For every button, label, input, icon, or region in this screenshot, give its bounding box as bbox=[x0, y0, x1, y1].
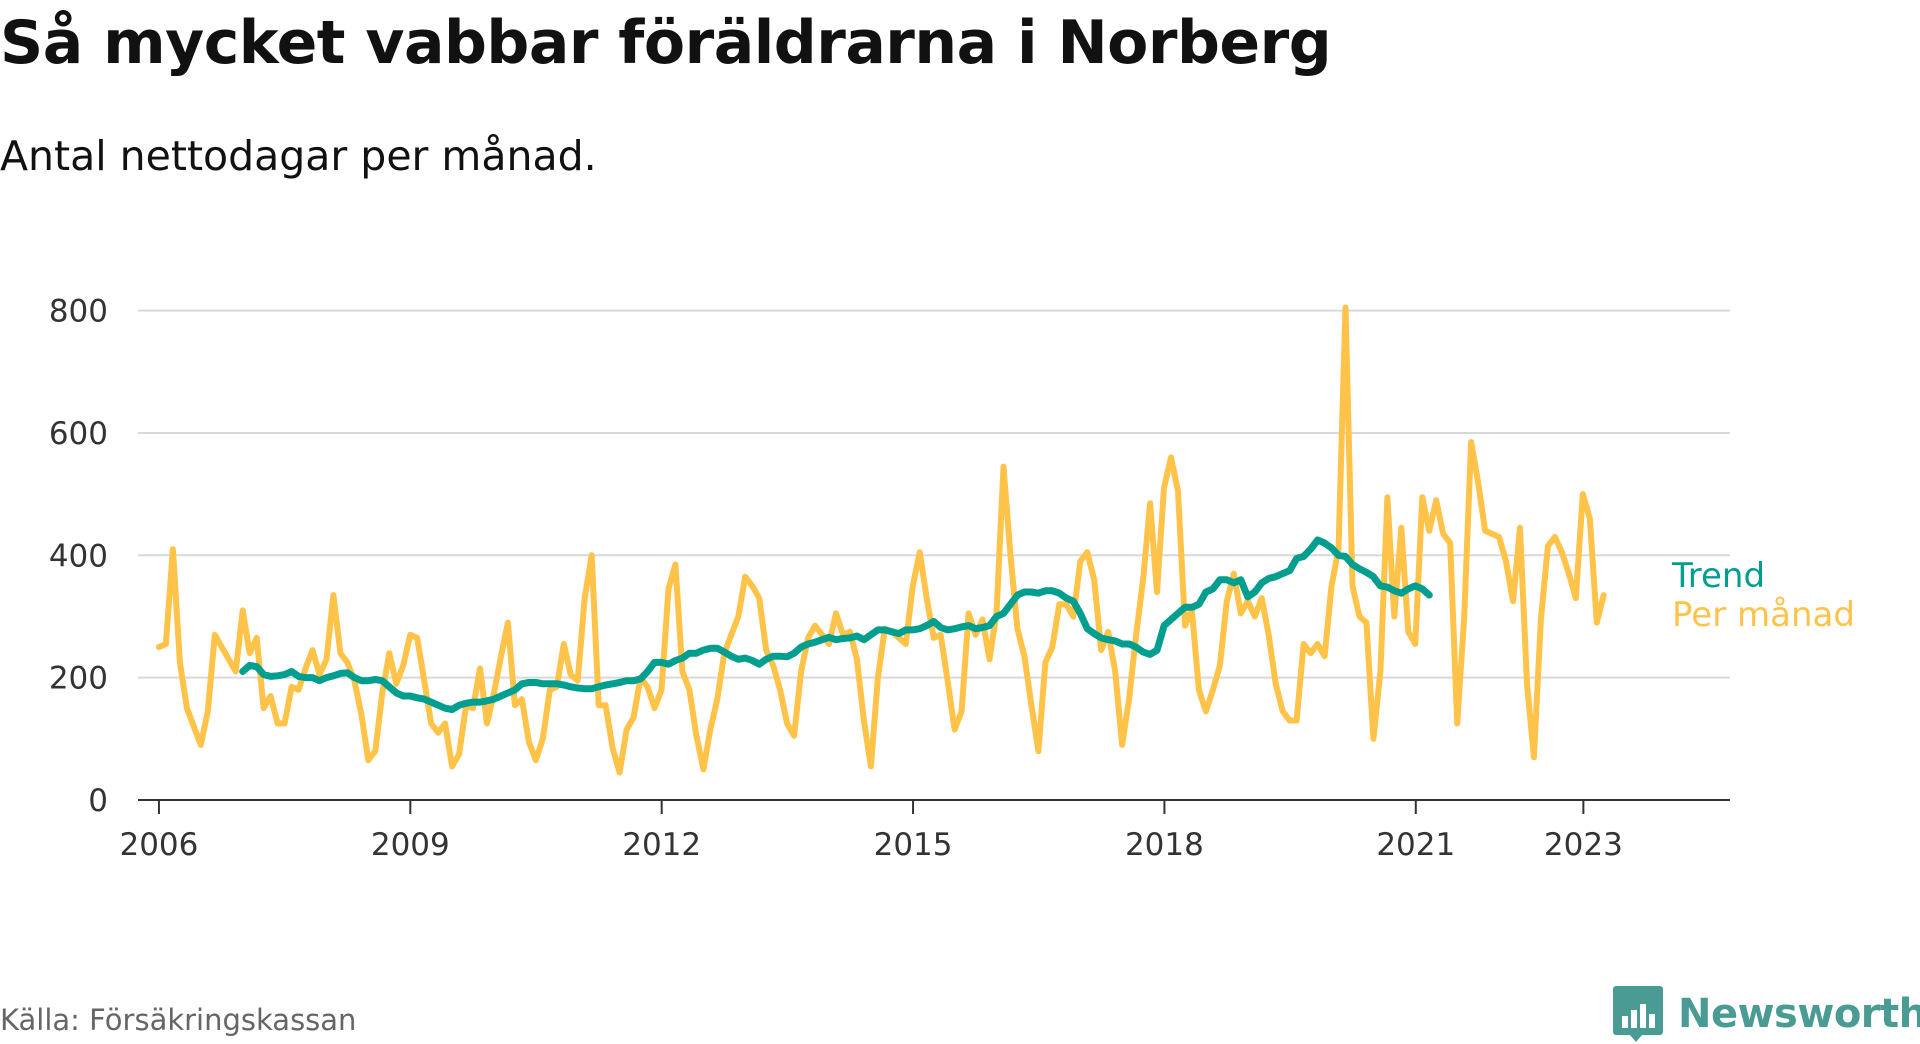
x-tick-label: 2021 bbox=[1376, 827, 1455, 863]
y-tick-label: 0 bbox=[88, 783, 108, 819]
y-tick-label: 800 bbox=[49, 294, 108, 330]
chart-subtitle: Antal nettodagar per månad. bbox=[0, 132, 597, 180]
x-axis: 2006 2009 2012 2015 2018 2021 2023 bbox=[119, 799, 1730, 863]
y-tick-label: 600 bbox=[49, 416, 108, 452]
newsworthy-logo-icon bbox=[1613, 986, 1663, 1042]
x-tick-label: 2012 bbox=[622, 827, 701, 863]
series-label-per-manad: Per månad bbox=[1672, 595, 1855, 635]
newsworthy-logo: Newsworthy bbox=[1612, 984, 1920, 1044]
y-axis-ticks: 0 200 400 600 800 bbox=[49, 294, 108, 819]
series-line-trend bbox=[239, 536, 1433, 713]
series-label-trend: Trend bbox=[1671, 556, 1765, 596]
x-tick-label: 2015 bbox=[874, 827, 953, 863]
x-tick-label: 2018 bbox=[1125, 827, 1204, 863]
x-tick-label: 2009 bbox=[371, 827, 450, 863]
series-lines bbox=[155, 304, 1607, 776]
chart-title: Så mycket vabbar föräldrarna i Norberg bbox=[0, 8, 1332, 78]
x-tick-label: 2006 bbox=[119, 827, 198, 863]
brand-name: Newsworthy bbox=[1678, 991, 1920, 1037]
series-line-per-manad bbox=[155, 304, 1607, 776]
x-tick-label: 2023 bbox=[1544, 827, 1623, 863]
y-tick-label: 400 bbox=[49, 538, 108, 574]
source-note: Källa: Försäkringskassan bbox=[0, 1003, 357, 1037]
y-tick-label: 200 bbox=[49, 661, 108, 697]
